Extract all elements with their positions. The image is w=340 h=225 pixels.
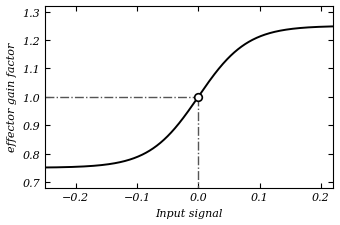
- X-axis label: Input signal: Input signal: [155, 208, 223, 218]
- Y-axis label: effector gain factor: effector gain factor: [7, 43, 17, 152]
